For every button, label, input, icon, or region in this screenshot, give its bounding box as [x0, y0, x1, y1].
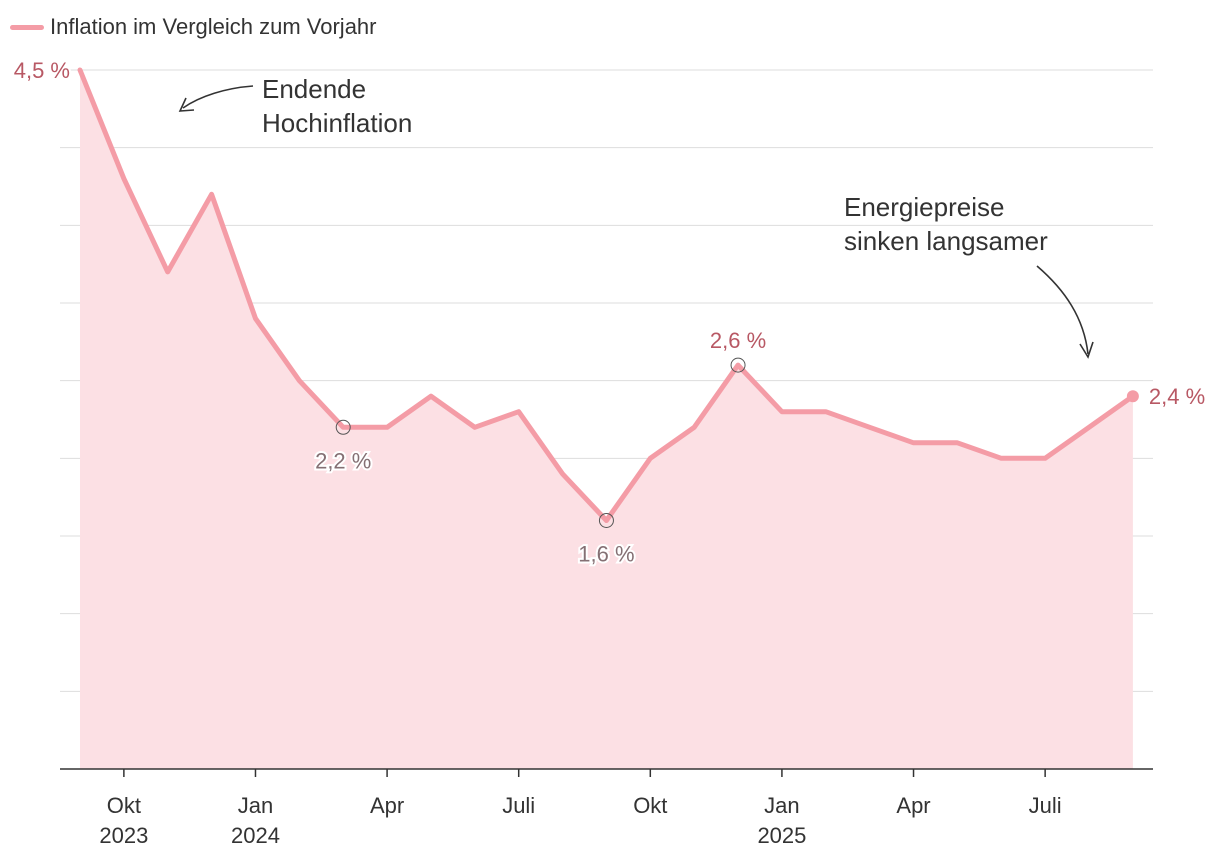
x-tick-label: Apr — [896, 793, 930, 818]
value-label: 2,4 % — [1149, 384, 1205, 409]
value-label: 1,6 % — [578, 541, 634, 566]
x-tick-year: 2024 — [231, 823, 280, 848]
x-tick-year: 2025 — [757, 823, 806, 848]
x-tick-label: Okt — [107, 793, 141, 818]
value-label: 2,6 % — [710, 328, 766, 353]
x-tick-label: Apr — [370, 793, 404, 818]
annotation-hochinflation-line1: Endende — [262, 74, 367, 104]
value-label: 4,5 % — [14, 58, 70, 83]
annotation-hochinflation: Endende Hochinflation — [262, 72, 412, 140]
annotation-energiepreise: Energiepreise sinken langsamer — [844, 190, 1048, 258]
value-label: 2,2 % — [315, 448, 371, 473]
value-marker-ring — [335, 419, 351, 435]
arrowhead-energie — [1079, 341, 1094, 359]
inflation-line — [77, 67, 1136, 523]
x-tick-label: Juli — [1029, 793, 1062, 818]
x-tick-label: Juli — [502, 793, 535, 818]
annotation-energiepreise-line2: sinken langsamer — [844, 226, 1048, 256]
x-tick-year: 2023 — [99, 823, 148, 848]
value-labels: 4,5 % 2,2 % 1,6 % 2,6 % 2,4 % — [12, 56, 1207, 568]
x-tick-label: Jan — [764, 793, 799, 818]
arrow-hochinflation — [182, 85, 254, 109]
legend-label: Inflation im Vergleich zum Vorjahr — [50, 14, 377, 39]
x-tick-label: Jan — [238, 793, 273, 818]
value-markers — [335, 357, 1139, 528]
legend: Inflation im Vergleich zum Vorjahr — [10, 14, 377, 40]
x-axis-ticks: Okt 2023 Jan 2024 Apr Juli Okt Jan 2025 Apr Juli — [99, 769, 1062, 848]
value-marker-ring — [730, 357, 746, 373]
legend-swatch — [10, 24, 44, 30]
arrow-energie — [1036, 265, 1089, 355]
area-fill — [80, 70, 1133, 769]
annotation-energiepreise-line1: Energiepreise — [844, 192, 1005, 222]
annotation-hochinflation-line2: Hochinflation — [262, 108, 413, 138]
value-marker-dot — [1126, 390, 1139, 403]
annotation-arrows — [178, 85, 1094, 359]
arrowhead-hochinflation — [178, 97, 195, 112]
value-marker-ring — [598, 512, 614, 528]
x-tick-label: Okt — [633, 793, 667, 818]
